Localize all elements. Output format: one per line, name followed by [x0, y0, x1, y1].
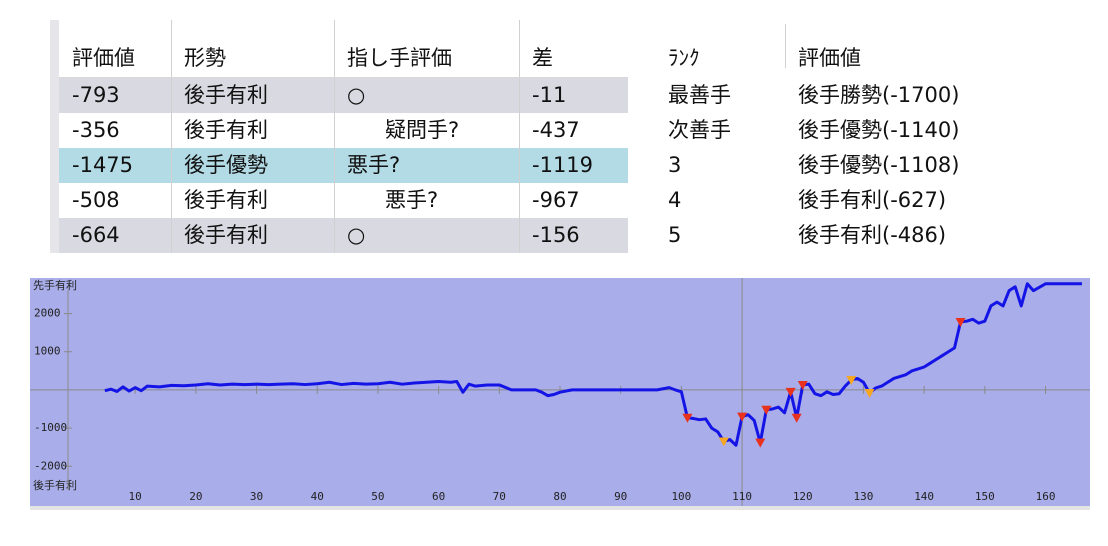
y-tick-label: -1000	[34, 421, 67, 434]
table-cell: 後手有利(-486)	[798, 223, 947, 247]
table-cell: 4	[668, 188, 682, 212]
column-header: 評価値	[798, 46, 861, 70]
move-marker	[864, 388, 875, 398]
x-tick-label: 70	[493, 490, 506, 503]
table-cell: ○	[347, 223, 366, 247]
column-divider	[785, 24, 786, 68]
column-header: 形勢	[184, 46, 226, 70]
move-marker	[761, 405, 772, 415]
column-header: 指し手評価	[347, 46, 452, 70]
x-tick-label: 40	[311, 490, 324, 503]
x-tick-label: 10	[129, 490, 142, 503]
move-marker	[682, 413, 693, 423]
table-cell: 後手優勢(-1140)	[798, 118, 960, 142]
table-cell: 後手有利	[184, 223, 268, 247]
row-band	[59, 113, 628, 148]
x-tick-label: 80	[553, 490, 566, 503]
x-tick-label: 30	[250, 490, 263, 503]
table-cell: -437	[532, 118, 580, 142]
x-tick-label: 130	[854, 490, 874, 503]
table-cell: 後手勝勢(-1700)	[798, 83, 960, 107]
table-cell: 後手優勢	[184, 153, 268, 177]
table-cell: 3	[668, 153, 682, 177]
column-header: 評価値	[72, 46, 135, 70]
move-marker	[755, 438, 766, 448]
x-tick-label: 50	[371, 490, 384, 503]
row-band	[59, 78, 628, 113]
y-tick-label: 1000	[34, 345, 61, 358]
table-cell: 後手有利	[184, 188, 268, 212]
table-cell: 5	[668, 223, 682, 247]
x-tick-label: 160	[1036, 490, 1056, 503]
eval-line	[104, 282, 1082, 447]
table-cell: -1475	[72, 153, 134, 177]
table-cell: 後手優勢(-1108)	[798, 153, 960, 177]
table-cell: -156	[532, 223, 580, 247]
column-divider	[171, 20, 172, 253]
table-cell: 次善手	[668, 118, 731, 142]
x-tick-label: 100	[671, 490, 691, 503]
row-header-strip	[50, 20, 59, 253]
table-cell: -356	[72, 118, 120, 142]
x-tick-label: 110	[732, 490, 752, 503]
header-underline	[59, 77, 628, 78]
column-header: ﾗﾝｸ	[668, 46, 700, 70]
table-cell: 後手有利	[184, 83, 268, 107]
table-cell: ○	[347, 83, 366, 107]
table-cell: -664	[72, 223, 120, 247]
table-cell: -508	[72, 188, 120, 212]
row-band	[59, 218, 628, 253]
move-marker	[718, 437, 729, 447]
x-tick-label: 20	[189, 490, 202, 503]
bottom-label: 後手有利	[33, 478, 77, 492]
column-divider	[519, 20, 520, 253]
table-cell: 最善手	[668, 83, 731, 107]
move-marker	[791, 413, 802, 423]
x-tick-label: 150	[975, 490, 995, 503]
x-tick-label: 90	[614, 490, 627, 503]
move-marker	[846, 375, 857, 385]
scroll-strip	[30, 506, 1090, 510]
column-divider	[334, 20, 335, 253]
y-tick-label: 2000	[34, 307, 61, 320]
move-marker	[785, 387, 796, 397]
table-cell: -793	[72, 83, 120, 107]
x-tick-label: 140	[914, 490, 934, 503]
row-band	[59, 148, 628, 183]
move-marker	[955, 317, 966, 327]
x-tick-label: 60	[432, 490, 445, 503]
column-header: 差	[532, 46, 553, 70]
table-cell: 後手有利	[184, 118, 268, 142]
table-cell: -967	[532, 188, 580, 212]
table-cell: -11	[532, 83, 567, 107]
row-band	[59, 183, 628, 218]
y-tick-label: -2000	[34, 459, 67, 472]
table-cell: 疑問手?	[385, 118, 460, 142]
table-cell: 悪手?	[347, 153, 401, 177]
move-marker	[797, 380, 808, 390]
table-cell: -1119	[532, 153, 594, 177]
x-tick-label: 120	[793, 490, 813, 503]
table-cell: 後手有利(-627)	[798, 188, 947, 212]
top-label: 先手有利	[33, 278, 77, 292]
table-cell: 悪手?	[385, 188, 439, 212]
move-marker	[737, 412, 748, 422]
